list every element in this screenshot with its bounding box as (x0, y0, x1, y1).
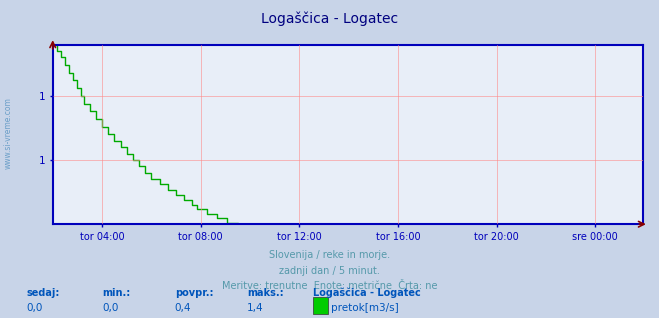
Text: Slovenija / reke in morje.: Slovenija / reke in morje. (269, 250, 390, 259)
Text: www.si-vreme.com: www.si-vreme.com (3, 98, 13, 169)
Text: 1,4: 1,4 (247, 303, 264, 313)
Text: 0,4: 0,4 (175, 303, 191, 313)
Text: sedaj:: sedaj: (26, 288, 60, 298)
Text: 0,0: 0,0 (26, 303, 43, 313)
Text: pretok[m3/s]: pretok[m3/s] (331, 303, 399, 313)
Text: Logaščica - Logatec: Logaščica - Logatec (261, 11, 398, 26)
Text: Meritve: trenutne  Enote: metrične  Črta: ne: Meritve: trenutne Enote: metrične Črta: … (221, 281, 438, 291)
Text: 0,0: 0,0 (102, 303, 119, 313)
Text: Logaščica - Logatec: Logaščica - Logatec (313, 288, 421, 298)
Text: povpr.:: povpr.: (175, 288, 213, 298)
Text: zadnji dan / 5 minut.: zadnji dan / 5 minut. (279, 266, 380, 275)
Text: min.:: min.: (102, 288, 130, 298)
Text: maks.:: maks.: (247, 288, 284, 298)
